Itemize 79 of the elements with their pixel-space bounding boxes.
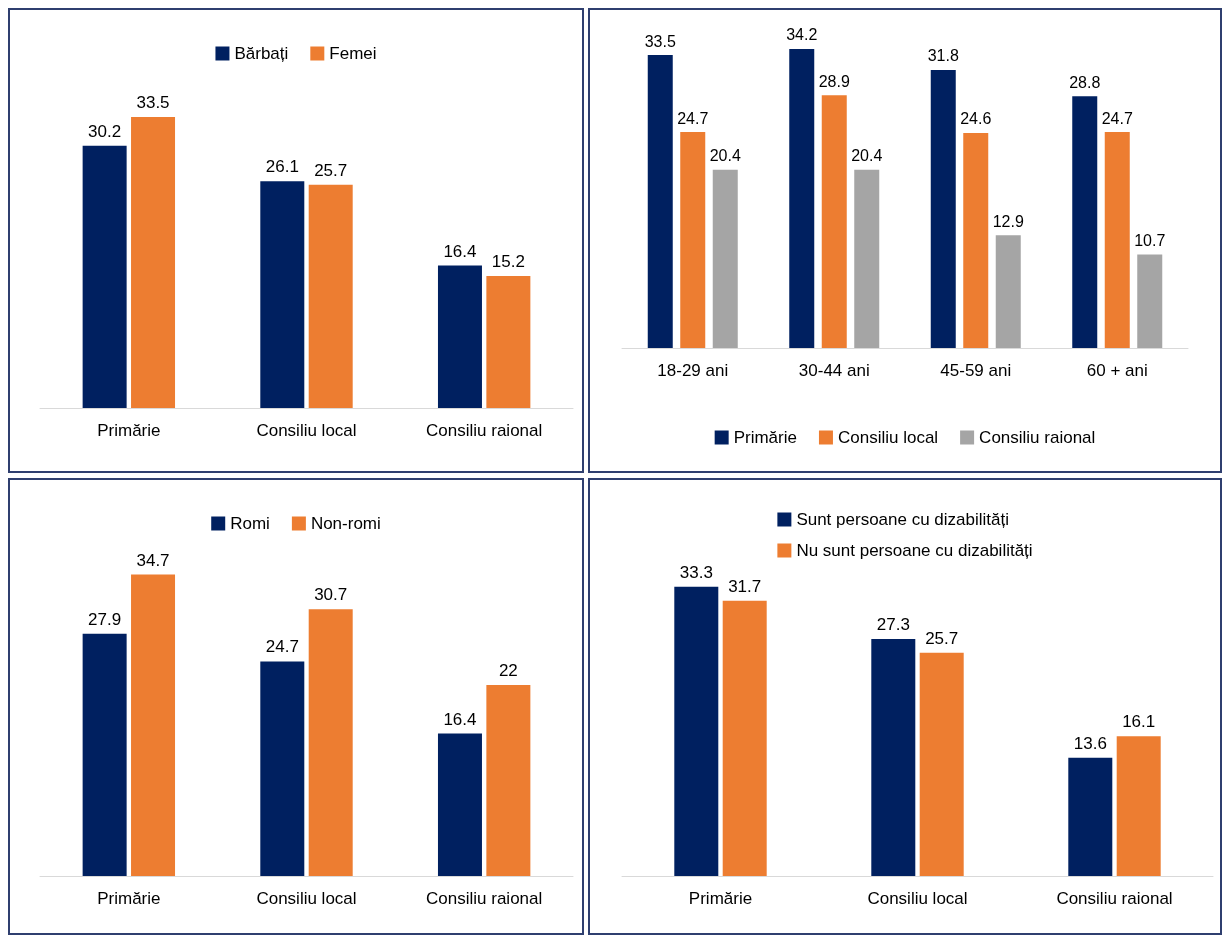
x-tick-label: Primărie	[97, 421, 161, 440]
bar	[854, 169, 880, 348]
bar	[674, 586, 719, 876]
x-tick-label: Consiliu local	[867, 889, 968, 908]
bar	[260, 661, 305, 876]
x-tick-label: 18-29 ani	[657, 361, 729, 380]
bar	[821, 95, 847, 348]
data-label: 24.7	[1101, 109, 1133, 127]
legend-label: Nu sunt persoane cu dizabilități	[796, 541, 1033, 560]
bar	[647, 55, 673, 348]
legend-label: Romi	[230, 514, 270, 533]
data-label: 27.9	[88, 609, 122, 629]
data-label: 34.7	[136, 550, 170, 570]
data-label: 13.6	[1073, 733, 1107, 753]
legend-label: Femei	[329, 44, 377, 63]
data-label: 24.7	[677, 109, 709, 127]
x-tick-label: Consiliu raional	[426, 421, 543, 440]
legend-label: Non-romi	[310, 514, 381, 533]
bar	[1137, 254, 1163, 348]
data-label: 16.4	[443, 241, 477, 261]
bar	[1072, 96, 1098, 348]
x-tick-label: Consiliu local	[256, 421, 357, 440]
data-label: 27.3	[876, 614, 910, 634]
bar	[131, 574, 176, 876]
x-tick-label: 30-44 ani	[798, 361, 870, 380]
bar	[722, 600, 767, 876]
bar	[308, 609, 353, 876]
x-tick-label: Consiliu local	[256, 889, 357, 908]
bar	[131, 117, 176, 408]
bar	[995, 235, 1021, 348]
data-label: 25.7	[925, 628, 959, 648]
bar	[1104, 132, 1130, 348]
bar	[930, 69, 956, 348]
data-label: 31.7	[728, 576, 762, 596]
bar	[1068, 757, 1113, 876]
bar	[871, 638, 916, 876]
data-label: 25.7	[314, 160, 348, 180]
data-label: 30.2	[88, 121, 122, 141]
data-label: 12.9	[992, 212, 1024, 230]
bar	[437, 265, 482, 408]
data-label: 16.4	[443, 709, 477, 729]
bar	[260, 181, 305, 408]
data-label: 28.9	[818, 72, 850, 90]
bar	[308, 184, 353, 408]
bar	[437, 733, 482, 876]
bar	[486, 275, 531, 408]
data-label: 22	[498, 660, 518, 680]
data-label: 20.4	[709, 147, 741, 165]
bar	[963, 132, 989, 348]
bar	[789, 48, 815, 348]
x-tick-label: Primărie	[688, 889, 753, 908]
legend-label: Bărbați	[234, 44, 289, 63]
bar	[680, 132, 706, 348]
data-label: 28.8	[1069, 73, 1101, 91]
data-label: 31.8	[927, 47, 959, 65]
data-label: 16.1	[1122, 712, 1156, 732]
data-label: 24.7	[265, 637, 299, 657]
data-label: 34.2	[786, 26, 818, 44]
bar	[712, 169, 738, 348]
bar	[919, 652, 964, 876]
data-label: 10.7	[1134, 231, 1166, 249]
bar	[1116, 736, 1161, 876]
x-tick-label: 60 + ani	[1086, 361, 1148, 380]
data-label: 30.7	[314, 585, 348, 605]
x-tick-label: Consiliu raional	[426, 889, 543, 908]
data-label: 26.1	[265, 157, 299, 177]
x-tick-label: 45-59 ani	[940, 361, 1012, 380]
x-tick-label: Primărie	[97, 889, 161, 908]
bar	[82, 633, 127, 876]
bar	[486, 684, 531, 876]
data-label: 33.5	[644, 32, 676, 50]
bar	[82, 145, 127, 408]
data-label: 33.5	[136, 93, 170, 113]
data-label: 24.6	[960, 110, 992, 128]
data-label: 20.4	[851, 147, 883, 165]
x-tick-label: Consiliu raional	[1056, 889, 1173, 908]
data-label: 33.3	[679, 562, 713, 582]
data-label: 15.2	[491, 251, 525, 271]
legend-label: Sunt persoane cu dizabilități	[796, 510, 1010, 529]
